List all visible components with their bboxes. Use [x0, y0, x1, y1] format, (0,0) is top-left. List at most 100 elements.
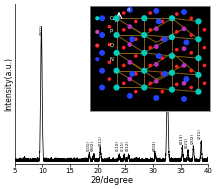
Point: [155, 96, 158, 99]
Point: [134, 72, 138, 75]
Point: [161, 90, 164, 93]
Text: (011): (011): [98, 135, 102, 146]
Point: [100, 51, 104, 54]
Point: [170, 54, 174, 57]
Text: (111): (111): [121, 140, 125, 151]
Text: (112): (112): [165, 83, 169, 94]
Text: N: N: [109, 57, 113, 62]
Point: [128, 94, 132, 97]
Point: [134, 54, 138, 57]
Point: [197, 38, 200, 41]
Point: [143, 17, 146, 20]
Point: [161, 38, 164, 41]
Point: [143, 33, 146, 36]
Point: [148, 12, 152, 15]
Point: [143, 51, 146, 54]
Point: [163, 38, 166, 41]
Point: [197, 20, 200, 23]
Point: [115, 86, 118, 89]
Point: [115, 33, 118, 36]
Point: [95, 44, 99, 47]
Point: [100, 69, 104, 72]
Text: O: O: [109, 43, 113, 48]
Point: [155, 9, 158, 12]
Point: [122, 12, 125, 15]
Point: [189, 17, 193, 20]
Y-axis label: Intensity(a.u.): Intensity(a.u.): [4, 57, 13, 111]
Text: (012): (012): [126, 140, 130, 151]
Point: [161, 57, 164, 60]
Text: (101): (101): [86, 140, 90, 151]
Point: [130, 38, 134, 41]
Point: [170, 71, 174, 74]
Text: (003): (003): [153, 140, 157, 151]
Point: [155, 45, 158, 48]
Point: [128, 25, 132, 28]
Point: [185, 78, 188, 81]
Point: [122, 82, 125, 85]
Point: [115, 17, 118, 20]
Point: [100, 86, 104, 89]
Point: [128, 61, 132, 64]
Point: [203, 46, 206, 49]
Text: Co: Co: [109, 16, 116, 21]
Point: [95, 58, 99, 61]
Point: [175, 12, 179, 15]
Point: [161, 72, 164, 75]
Point: [148, 28, 152, 31]
Point: [134, 20, 138, 23]
Point: [185, 41, 188, 44]
Point: [128, 43, 132, 46]
Point: [189, 51, 193, 54]
Point: [157, 20, 160, 23]
Point: [163, 72, 166, 75]
Point: [108, 78, 111, 81]
Point: [203, 82, 206, 85]
Point: [175, 83, 179, 86]
Point: [115, 69, 118, 72]
Point: [182, 82, 186, 85]
Point: [175, 48, 179, 51]
Point: [182, 10, 186, 13]
Point: [122, 28, 125, 31]
Point: [182, 47, 186, 50]
Point: [189, 69, 193, 72]
Point: [115, 51, 118, 54]
Text: (013): (013): [179, 133, 183, 144]
Point: [161, 20, 164, 23]
Text: (002): (002): [91, 140, 95, 151]
Point: [143, 69, 146, 72]
Point: [148, 64, 152, 67]
Point: [134, 90, 138, 93]
Point: [130, 72, 134, 75]
Point: [189, 86, 193, 89]
Point: [197, 57, 200, 60]
Point: [155, 27, 158, 30]
Point: [143, 86, 146, 89]
Point: [182, 64, 186, 67]
Point: [197, 90, 200, 93]
Point: [134, 38, 138, 41]
Point: [95, 30, 99, 33]
Text: P: P: [109, 29, 112, 34]
Text: (110): (110): [116, 140, 120, 151]
Point: [100, 17, 104, 20]
Point: [155, 80, 158, 83]
Text: (001): (001): [39, 24, 43, 35]
Point: [182, 27, 186, 30]
Text: (202): (202): [190, 133, 194, 144]
Point: [157, 54, 160, 57]
Text: a: a: [127, 7, 130, 12]
Text: (211): (211): [198, 128, 202, 139]
X-axis label: 2θ/degree: 2θ/degree: [90, 176, 133, 185]
Point: [108, 43, 111, 46]
Point: [182, 98, 186, 101]
Point: [189, 33, 193, 36]
Point: [148, 46, 152, 49]
Point: [155, 63, 158, 66]
Point: [203, 28, 206, 31]
Point: [203, 64, 206, 67]
Text: b: b: [115, 19, 118, 23]
Point: [197, 73, 200, 76]
Point: [128, 8, 132, 11]
